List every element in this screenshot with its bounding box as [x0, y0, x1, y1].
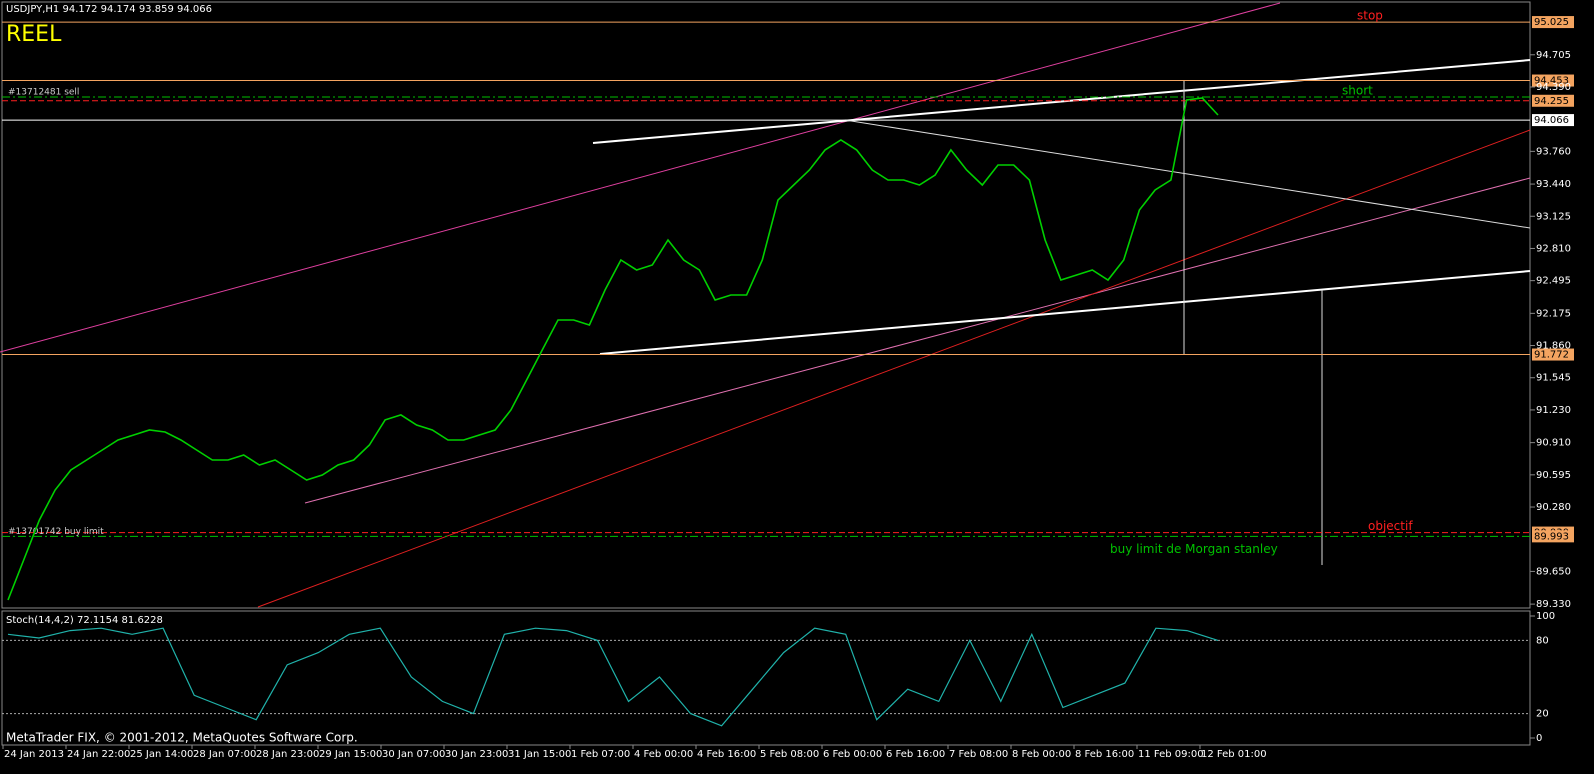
order-tag: #13701742 buy limit	[8, 527, 104, 537]
y-tick-label: 92.495	[1536, 276, 1571, 287]
y-tick-label: 92.175	[1536, 308, 1571, 319]
order-tag: #13712481 sell	[8, 87, 79, 97]
level-note: short	[1342, 83, 1373, 97]
price-box	[1532, 530, 1574, 543]
y-tick-label: 90.595	[1536, 470, 1571, 481]
y-tick-label: 89.330	[1536, 599, 1571, 610]
price-box	[1532, 16, 1574, 29]
x-tick-label: 5 Feb 08:00	[760, 749, 819, 760]
x-tick-label: 1 Feb 07:00	[571, 749, 630, 760]
y-tick-label: 93.760	[1536, 146, 1571, 157]
x-tick-label: 8 Feb 16:00	[1075, 749, 1134, 760]
x-tick-label: 6 Feb 16:00	[886, 749, 945, 760]
level-note: stop	[1357, 9, 1383, 23]
stoch-line	[7, 627, 1219, 727]
trend-line	[257, 129, 1531, 608]
y-tick-label: 0	[1536, 733, 1542, 744]
x-tick-label: 24 Jan 2013	[4, 749, 64, 760]
trend-line	[599, 270, 1531, 355]
trend-lines	[0, 2, 1531, 608]
price-box-label: 94.066	[1534, 115, 1569, 126]
x-tick-label: 8 Feb 00:00	[1012, 749, 1071, 760]
x-tick-label: 30 Jan 23:00	[445, 749, 508, 760]
x-tick-label: 7 Feb 08:00	[949, 749, 1008, 760]
account-label: REEL	[6, 22, 62, 47]
price-box-label: 95.025	[1534, 17, 1569, 28]
x-tick-label: 25 Jan 14:00	[130, 749, 193, 760]
price-line	[7, 97, 1219, 601]
x-tick-label: 11 Feb 09:00	[1138, 749, 1204, 760]
trend-line	[592, 59, 1531, 144]
level-note: objectif	[1368, 519, 1413, 533]
x-tick-label: 28 Jan 23:00	[256, 749, 319, 760]
y-tick-label: 91.860	[1536, 341, 1571, 352]
y-tick-label: 91.230	[1536, 405, 1571, 416]
y-tick-label: 93.125	[1536, 211, 1571, 222]
footer: MetaTrader FIX, © 2001-2012, MetaQuotes …	[6, 731, 358, 745]
x-tick-label: 29 Jan 15:00	[319, 749, 382, 760]
y-tick-label: 90.280	[1536, 502, 1571, 513]
y-tick-label: 89.650	[1536, 566, 1571, 577]
x-tick-label: 31 Jan 15:00	[508, 749, 571, 760]
x-tick-label: 12 Feb 01:00	[1201, 749, 1267, 760]
y-tick-label: 92.810	[1536, 243, 1571, 254]
x-tick-label: 6 Feb 00:00	[823, 749, 882, 760]
price-box	[1532, 94, 1574, 107]
price-box-label: 91.772	[1534, 350, 1569, 361]
y-tick-label: 91.545	[1536, 373, 1571, 384]
y-tick-label: 93.440	[1536, 179, 1571, 190]
stoch-panel	[1, 610, 1531, 746]
price-box-label: 94.453	[1534, 76, 1569, 87]
trend-line	[304, 177, 1531, 504]
price-box	[1532, 114, 1574, 127]
price-box-label: 94.255	[1534, 96, 1569, 107]
price-panel	[1, 1, 1531, 609]
x-tick-label: 4 Feb 16:00	[697, 749, 756, 760]
price-box-label: 89.993	[1534, 531, 1569, 542]
y-tick-label: 20	[1536, 709, 1549, 720]
level-note: buy limit de Morgan stanley	[1110, 542, 1278, 556]
x-tick-label: 24 Jan 22:00	[67, 749, 130, 760]
y-tick-label: 90.910	[1536, 438, 1571, 449]
x-tick-label: 4 Feb 00:00	[634, 749, 693, 760]
y-tick-label: 100	[1536, 611, 1555, 622]
y-tick-label: 80	[1536, 635, 1549, 646]
y-tick-label: 94.390	[1536, 82, 1571, 93]
price-box	[1532, 348, 1574, 361]
trend-line	[0, 2, 1281, 353]
x-tick-label: 30 Jan 07:00	[382, 749, 445, 760]
stoch-title: Stoch(14,4,2) 72.1154 81.6228	[6, 615, 163, 626]
price-box	[1532, 74, 1574, 87]
trend-line	[844, 119, 1531, 229]
x-tick-label: 28 Jan 07:00	[193, 749, 256, 760]
y-tick-label: 94.705	[1536, 50, 1571, 61]
symbol-info: USDJPY,H1 94.172 94.174 93.859 94.066	[6, 4, 212, 15]
